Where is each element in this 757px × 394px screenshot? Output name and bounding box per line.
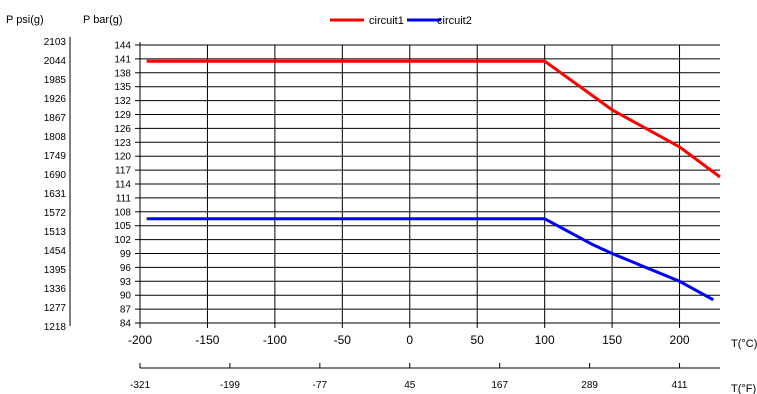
- psi-tick-label: 1926: [44, 94, 67, 105]
- series-line-circuit2: [146, 217, 715, 302]
- psi-tick-label: 1690: [44, 170, 67, 181]
- psi-tick-label: 2103: [44, 37, 67, 48]
- bar-tick-label: 96: [120, 263, 132, 274]
- psi-tick-label: 1867: [44, 113, 67, 124]
- fahrenheit-tick-label: -321: [130, 380, 150, 391]
- bar-tick-label: 90: [120, 291, 132, 302]
- psi-tick-label: 2044: [44, 56, 67, 67]
- bar-tick-label: 117: [115, 166, 131, 177]
- bar-tick-label: 129: [114, 110, 131, 121]
- bar-tick-label: 108: [114, 207, 131, 218]
- bar-tick-label: 123: [114, 138, 131, 149]
- bar-tick-label: 126: [114, 124, 131, 135]
- celsius-axis-ticks: -200 -150 -100 -50 0 50 100 150 200: [128, 323, 690, 347]
- bar-tick-label: 141: [114, 54, 131, 65]
- bar-tick-label: 132: [114, 96, 131, 107]
- bar-tick-label: 138: [114, 68, 131, 79]
- bar-tick-label: 84: [120, 319, 132, 330]
- fahrenheit-tick-label: 289: [581, 380, 598, 391]
- bar-tick-label: 87: [120, 305, 132, 316]
- bar-tick-label: 105: [114, 221, 131, 232]
- psi-axis: 2103 2044 1985 1926 1867 1808 1749 1690 1631 1572…: [44, 37, 71, 333]
- bar-tick-label: 135: [114, 82, 131, 93]
- legend: circuit1 circuit2: [330, 15, 472, 27]
- celsius-tick-label: 0: [406, 333, 413, 347]
- bar-tick-label: 93: [120, 277, 132, 288]
- psi-tick-label: 1985: [44, 75, 67, 86]
- bar-tick-label: 114: [115, 180, 131, 191]
- celsius-axis-unit: T(°C): [731, 338, 757, 350]
- fahrenheit-axis-unit: T(°F): [731, 383, 756, 394]
- psi-axis-unit: P psi(g): [6, 14, 44, 26]
- psi-tick-label: 1277: [44, 303, 67, 314]
- psi-tick-label: 1631: [44, 189, 67, 200]
- celsius-tick-label: -50: [334, 333, 352, 347]
- bar-tick-label: 120: [114, 152, 131, 163]
- fahrenheit-tick-label: -77: [313, 380, 328, 391]
- celsius-tick-label: 100: [535, 333, 555, 347]
- celsius-tick-label: -200: [128, 333, 152, 347]
- psi-tick-label: 1513: [44, 227, 67, 238]
- series-layer: [146, 59, 721, 302]
- fahrenheit-tick-label: 411: [672, 380, 688, 391]
- fahrenheit-axis: -321 -199 -77 45 167 289 411: [130, 363, 720, 391]
- series-line-circuit1: [146, 59, 721, 179]
- celsius-tick-label: 50: [471, 333, 485, 347]
- fahrenheit-tick-label: 45: [404, 380, 416, 391]
- celsius-tick-label: 150: [602, 333, 622, 347]
- celsius-tick-label: -100: [263, 333, 287, 347]
- bar-tick-label: 111: [116, 193, 132, 204]
- bar-axis-unit: P bar(g): [83, 14, 123, 26]
- grid: [139, 42, 720, 327]
- psi-tick-label: 1454: [44, 246, 67, 257]
- bar-tick-label: 99: [120, 249, 132, 260]
- psi-tick-label: 1572: [44, 208, 67, 219]
- bar-tick-label: 144: [114, 41, 131, 52]
- fahrenheit-tick-label: -199: [220, 380, 240, 391]
- psi-tick-label: 1749: [44, 151, 67, 162]
- bar-tick-label: 102: [114, 235, 131, 246]
- legend-label-circuit1: circuit1: [369, 15, 404, 27]
- bar-axis-ticks: 144 141 138 135 132 129 126 123 120 117 114 111 108 1…: [114, 41, 140, 330]
- celsius-tick-label: -150: [195, 333, 219, 347]
- legend-label-circuit2: circuit2: [437, 15, 472, 27]
- psi-tick-label: 1336: [44, 284, 67, 295]
- psi-tick-label: 1395: [44, 265, 67, 276]
- fahrenheit-tick-label: 167: [491, 380, 508, 391]
- celsius-tick-label: 200: [670, 333, 690, 347]
- psi-tick-label: 1218: [44, 322, 67, 333]
- psi-tick-label: 1808: [44, 132, 67, 143]
